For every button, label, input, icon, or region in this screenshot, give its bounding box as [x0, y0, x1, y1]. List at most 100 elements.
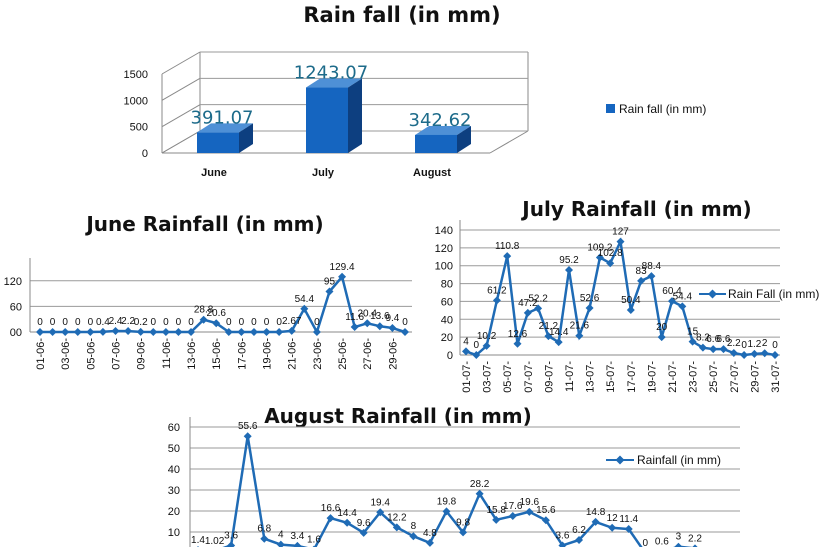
june-data-label: 0: [150, 317, 156, 328]
aug-data-label: 11.4: [619, 514, 638, 525]
july-x-tick-label: 07-07-: [523, 361, 535, 393]
aug-y-tick-label: 40: [168, 464, 180, 476]
aug-data-label: 14.4: [337, 508, 357, 519]
july-x-tick-label: 05-07-: [502, 361, 514, 393]
aug-data-label: 1.4: [191, 535, 205, 546]
july-point: [678, 302, 687, 311]
bar-front-face: [415, 134, 457, 153]
june-data-label: 0: [264, 317, 270, 328]
june-data-label: 0: [88, 317, 94, 328]
july-point: [719, 345, 728, 354]
bar-legend-swatch: [606, 104, 615, 113]
july-chart-title: July Rainfall (in mm): [520, 197, 751, 221]
june-data-label: 0: [50, 317, 56, 328]
june-point: [73, 328, 82, 336]
aug-data-label: 19.6: [520, 497, 540, 508]
july-point: [668, 297, 676, 306]
june-data-label: 0: [276, 317, 282, 328]
june-x-tick-label: 05-06-: [85, 338, 97, 370]
june-x-tick-label: 23-06-: [312, 338, 324, 370]
july-x-tick-label: 15-07-: [605, 361, 617, 393]
june-point: [61, 328, 70, 336]
june-x-tick-label: 07-06-: [111, 338, 123, 370]
june-x-tick-label: 25-06-: [337, 338, 349, 370]
june-point: [287, 326, 296, 335]
bar-floor-right-edge: [489, 130, 529, 154]
july-y-tick-label: 140: [435, 225, 453, 237]
aug-data-label: 3.6: [224, 530, 238, 541]
june-point: [48, 328, 57, 336]
july-data-label: 110.8: [495, 241, 520, 252]
aug-data-label: 1.6: [307, 535, 321, 546]
august-legend-label: Rainfall (in mm): [637, 453, 721, 467]
bar-side-face: [457, 125, 471, 153]
june-data-label: 0: [163, 317, 169, 328]
july-data-label: 52.2: [528, 293, 548, 304]
july-data-label: 0: [474, 340, 480, 351]
july-point: [729, 349, 738, 358]
aug-point: [442, 507, 451, 516]
june-x-tick-label: 09-06-: [136, 338, 148, 370]
july-point: [626, 306, 635, 314]
bar-front-face: [197, 132, 239, 153]
bar-y-tick-label: 500: [130, 122, 148, 134]
august-chart-title: August Rainfall (in mm): [264, 404, 532, 428]
july-point: [585, 304, 594, 313]
august-legend: Rainfall (in mm): [606, 453, 721, 467]
aug-point: [591, 517, 600, 526]
july-x-tick-label: 21-07-: [667, 361, 679, 393]
aug-point: [276, 540, 285, 547]
july-data-label: 8.2: [696, 333, 710, 344]
june-data-label: 0: [239, 317, 245, 328]
july-point: [513, 339, 522, 348]
june-series-line: [40, 274, 406, 336]
aug-point: [674, 542, 683, 547]
june-point: [388, 323, 397, 332]
aug-data-label: 15.6: [536, 505, 556, 516]
june-point: [136, 327, 145, 336]
aug-data-label: 6.2: [572, 525, 586, 536]
july-data-label: 0: [772, 340, 778, 351]
august-legend-marker: [615, 455, 625, 465]
june-point: [237, 328, 246, 336]
june-data-label: 0.2: [134, 317, 148, 328]
june-point: [174, 328, 183, 336]
june-data-label: 54.4: [295, 294, 315, 305]
bar-top-face: [415, 125, 471, 135]
july-point: [771, 351, 779, 359]
aug-point: [227, 541, 236, 547]
june-x-tick-label: 03-06-: [60, 338, 72, 370]
aug-point: [326, 514, 335, 523]
july-point: [616, 237, 625, 246]
july-point: [709, 345, 718, 354]
aug-data-label: 4: [278, 530, 284, 541]
july-data-label: 2.2: [727, 338, 741, 349]
bar-gridline-diagonal: [161, 130, 201, 154]
aug-y-tick-label: 60: [168, 422, 180, 434]
aug-y-tick-label: 10: [168, 527, 180, 539]
aug-point: [243, 432, 252, 441]
aug-point: [376, 508, 385, 517]
aug-point: [359, 528, 368, 537]
june-data-label: 0: [62, 317, 68, 328]
bar-gridline-diagonal: [161, 51, 201, 75]
bar-legend-label: Rain fall (in mm): [619, 102, 706, 116]
bar-chart-title: Rain fall (in mm): [303, 3, 500, 27]
aug-data-label: 14.8: [586, 507, 606, 518]
june-data-label: 13.6: [370, 311, 390, 322]
july-x-tick-label: 19-07-: [646, 361, 658, 393]
june-x-tick-label: 19-06-: [262, 338, 274, 370]
july-data-label: 2: [762, 338, 768, 349]
june-data-label: 95: [324, 276, 336, 287]
july-y-tick-label: 20: [441, 332, 453, 344]
june-y-tick-label: 60: [10, 301, 22, 313]
june-data-label: 0: [314, 317, 320, 328]
july-point: [462, 347, 470, 356]
june-point: [224, 328, 233, 336]
aug-y-tick-label: 20: [168, 506, 180, 518]
june-data-label: 0: [251, 317, 257, 328]
july-point: [554, 338, 563, 347]
july-y-tick-label: 100: [435, 261, 453, 273]
aug-y-tick-label: 30: [168, 485, 180, 497]
